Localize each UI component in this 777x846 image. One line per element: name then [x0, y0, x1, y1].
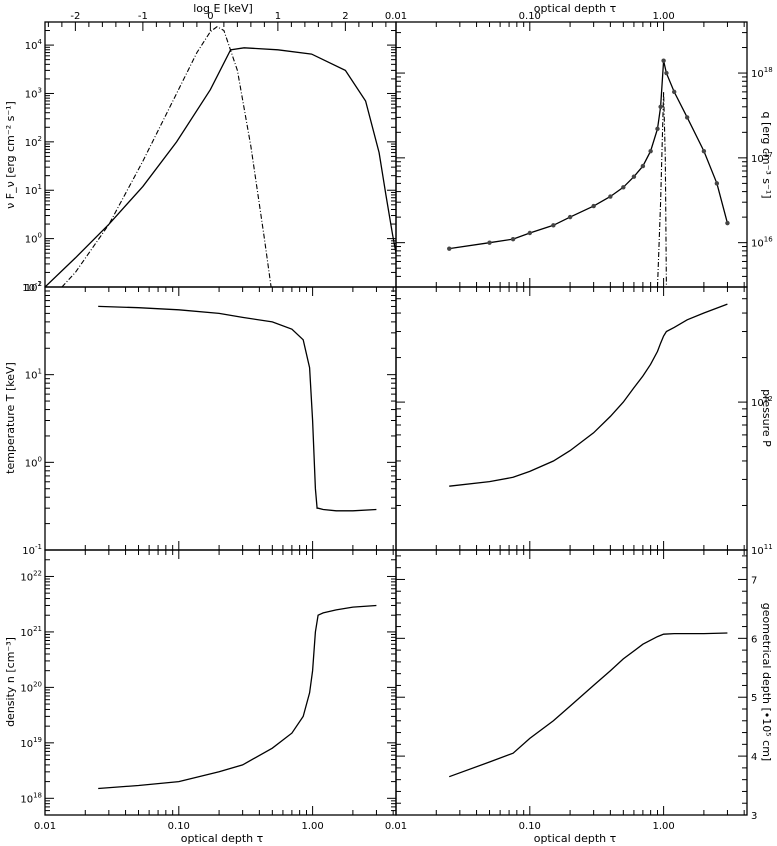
geometrical-y-tick-label: 7	[751, 575, 757, 586]
heating-y-axis-label: q [erg cm⁻³ s⁻¹]	[760, 111, 773, 198]
density-y-tick-label: 1022	[20, 569, 42, 583]
spectrum-top-tick-label: -2	[70, 11, 80, 22]
geometrical-y-tick-label: 5	[751, 693, 757, 704]
temperature-y-tick-label: 101	[25, 368, 42, 382]
pressure-series-1-line	[449, 303, 728, 487]
spectrum-y-tick-label: 101	[25, 183, 42, 197]
heating-data-point	[591, 203, 596, 209]
heating-data-point	[447, 246, 452, 251]
heating-data-point	[725, 220, 730, 226]
heating-data-point	[608, 194, 613, 199]
spectrum-top-tick-label: 1	[275, 11, 281, 22]
geometrical-y-axis-label: geometrical depth [•10⁵ cm]	[760, 603, 773, 761]
density-x-axis-label: optical depth τ	[181, 832, 264, 845]
heating-data-point	[640, 163, 646, 169]
heating-data-point	[648, 148, 653, 154]
heating-top-tick-label: 0.01	[385, 11, 407, 22]
heating-data-point	[510, 236, 516, 242]
density-series-1-line	[98, 604, 377, 790]
geometrical-x-tick-label: 0.10	[519, 821, 541, 832]
heating-data-point	[655, 126, 660, 132]
heating-top-tick-label: 0.10	[519, 11, 541, 22]
heating-series-2-line	[656, 91, 667, 287]
heating-y-tick-label: 1018	[751, 66, 773, 80]
heating-data-point	[714, 181, 720, 186]
heating-data-point	[664, 70, 669, 76]
heating-data-point	[661, 58, 666, 63]
heating-data-point	[658, 104, 663, 110]
pressure-y-axis-label: pressure P	[760, 389, 773, 447]
density-y-tick-label: 1021	[20, 625, 42, 639]
density-y-tick-label: 1020	[20, 680, 42, 694]
heating-data-point	[672, 89, 677, 95]
temperature-series-1-line	[98, 305, 377, 512]
heating-data-point	[527, 230, 533, 236]
spectrum-series-1-line	[45, 47, 396, 287]
heating-top-tick-label: 1.00	[652, 11, 674, 22]
spectrum-y-tick-label: 100	[25, 232, 42, 246]
heating-y-tick-label: 1017	[751, 151, 773, 165]
heating-top-axis-label: optical depth τ	[534, 2, 617, 15]
temperature-y-axis-label: temperature T [keV]	[4, 362, 17, 474]
density-x-tick-label: 1.00	[301, 821, 323, 832]
panel-frames	[44, 21, 748, 816]
pressure-y-tick-label: 1011	[751, 543, 773, 557]
spectrum-frame	[44, 21, 397, 288]
geometrical-x-axis-label: optical depth τ	[534, 832, 617, 845]
tick-marks	[44, 21, 747, 816]
heating-data-point	[684, 115, 690, 120]
spectrum-top-axis-label: log E [keV]	[193, 2, 253, 15]
pressure-frame	[395, 286, 748, 551]
density-y-tick-label: 1019	[20, 736, 42, 750]
density-x-tick-label: 0.10	[168, 821, 190, 832]
density-y-axis-label: density n [cm⁻³]	[4, 637, 17, 727]
curves	[45, 26, 730, 790]
geometrical-x-tick-label: 0.01	[385, 821, 407, 832]
spectrum-series-2-line	[61, 26, 272, 287]
geometrical-series-1-line	[448, 632, 728, 778]
geometrical-y-tick-label: 3	[751, 811, 757, 822]
geometrical-frame	[395, 549, 748, 816]
spectrum-top-tick-label: -1	[138, 11, 148, 22]
spectrum-y-tick-label: 102	[25, 135, 42, 149]
heating-data-point	[487, 240, 492, 245]
temperature-y-tick-label: 100	[25, 455, 42, 469]
spectrum-top-tick-label: 0	[207, 11, 213, 22]
pressure-y-tick-label: 1012	[751, 395, 773, 409]
geometrical-y-tick-label: 6	[751, 634, 757, 645]
spectrum-y-axis-label: ν F_ν [erg cm⁻² s⁻¹]	[4, 101, 17, 209]
density-x-tick-label: 0.01	[34, 821, 56, 832]
density-y-tick-label: 1018	[20, 791, 42, 805]
geometrical-y-tick-label: 4	[751, 752, 757, 763]
heating-y-tick-label: 1016	[751, 236, 773, 250]
heating-data-point	[621, 185, 626, 190]
geometrical-x-tick-label: 1.00	[652, 821, 674, 832]
heating-data-point	[701, 148, 707, 154]
heating-series-1-line	[449, 60, 729, 250]
temperature-y-tick-label: 10-1	[22, 543, 42, 557]
density-frame	[44, 549, 397, 816]
heating-data-point	[631, 174, 637, 179]
temperature-y-tick-label: 102	[25, 280, 42, 294]
heating-data-point	[567, 214, 573, 220]
heating-data-point	[551, 223, 556, 228]
spectrum-y-tick-label: 10-1	[22, 280, 42, 294]
spectrum-y-tick-label: 104	[25, 38, 43, 52]
spectrum-top-tick-label: 2	[342, 11, 348, 22]
spectrum-y-tick-label: 103	[25, 86, 42, 100]
